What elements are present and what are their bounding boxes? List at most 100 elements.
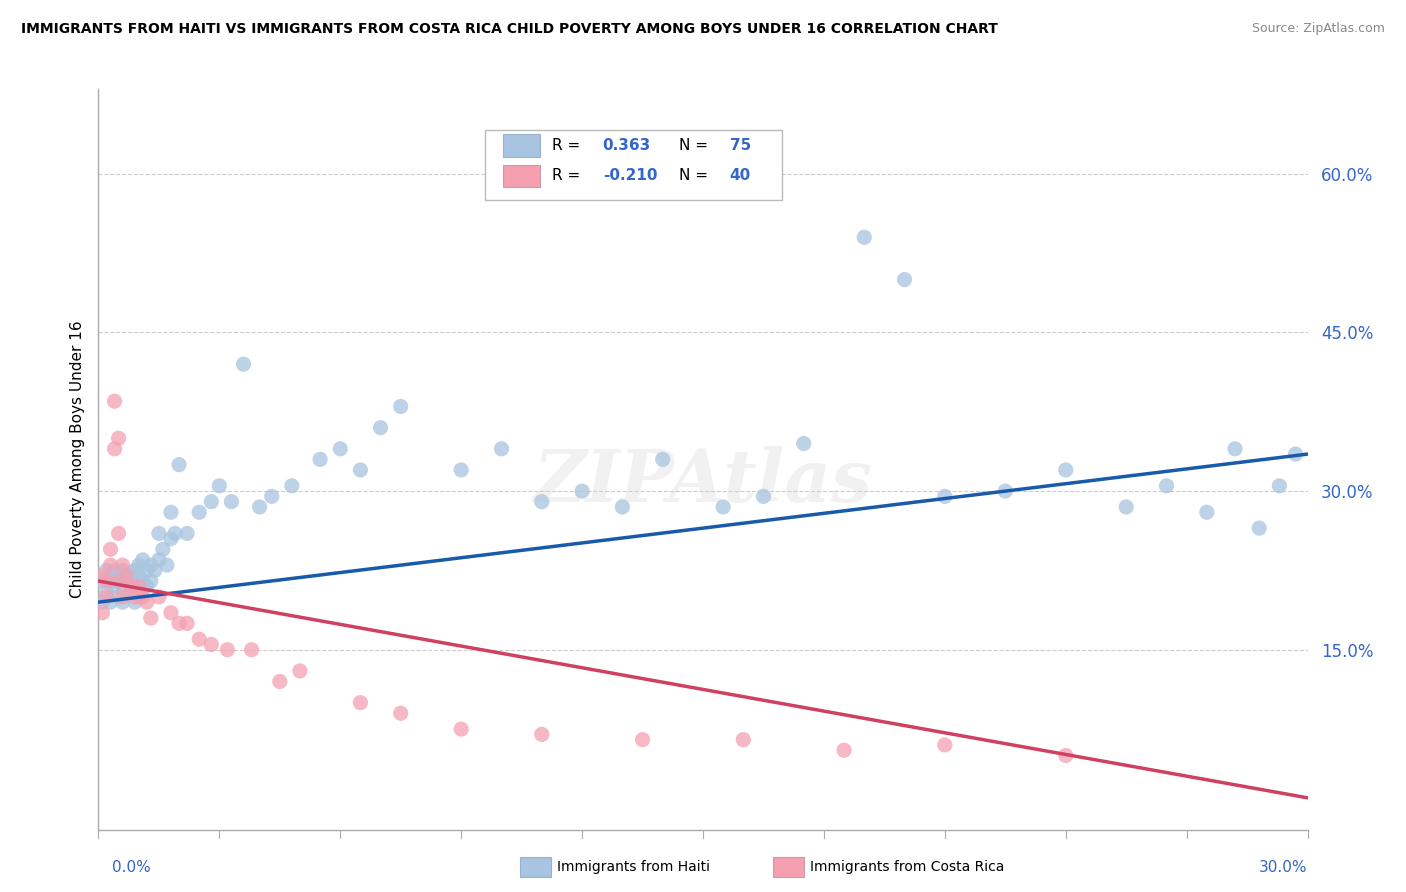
Point — [349, 696, 371, 710]
Point — [389, 706, 412, 721]
Point — [156, 558, 179, 573]
Point — [370, 420, 392, 434]
Point — [135, 579, 157, 593]
Point — [752, 490, 775, 504]
Point — [124, 595, 146, 609]
Point — [111, 595, 134, 609]
Point — [163, 526, 186, 541]
FancyBboxPatch shape — [485, 130, 782, 201]
Point — [1284, 447, 1306, 461]
Point — [103, 579, 125, 593]
Point — [1054, 463, 1077, 477]
Point — [160, 532, 183, 546]
Point — [329, 442, 352, 456]
Text: -0.210: -0.210 — [603, 169, 657, 184]
Point — [111, 564, 134, 578]
Point — [143, 564, 166, 578]
Point — [1156, 479, 1178, 493]
Point — [128, 579, 150, 593]
Point — [135, 564, 157, 578]
Point — [91, 574, 114, 588]
Point — [124, 590, 146, 604]
Point — [651, 452, 673, 467]
Point — [132, 574, 155, 588]
Text: 30.0%: 30.0% — [1260, 860, 1308, 874]
Point — [853, 230, 876, 244]
Point — [96, 584, 118, 599]
Point — [124, 579, 146, 593]
Point — [450, 463, 472, 477]
Point — [100, 542, 122, 557]
Point — [107, 526, 129, 541]
Point — [571, 484, 593, 499]
Point — [128, 558, 150, 573]
Point — [1249, 521, 1271, 535]
Point — [115, 574, 138, 588]
Point — [1195, 505, 1218, 519]
Point — [139, 558, 162, 573]
Point — [103, 394, 125, 409]
Point — [148, 526, 170, 541]
Text: Immigrants from Costa Rica: Immigrants from Costa Rica — [810, 860, 1004, 874]
Y-axis label: Child Poverty Among Boys Under 16: Child Poverty Among Boys Under 16 — [69, 320, 84, 599]
Point — [148, 590, 170, 604]
Point — [260, 490, 283, 504]
Point — [281, 479, 304, 493]
Bar — [503, 135, 540, 157]
Point — [128, 590, 150, 604]
Point — [269, 674, 291, 689]
Point — [530, 494, 553, 508]
Text: 0.363: 0.363 — [603, 138, 651, 153]
Point — [711, 500, 734, 514]
Text: N =: N = — [679, 138, 713, 153]
Point — [111, 579, 134, 593]
Point — [176, 616, 198, 631]
Text: IMMIGRANTS FROM HAITI VS IMMIGRANTS FROM COSTA RICA CHILD POVERTY AMONG BOYS UND: IMMIGRANTS FROM HAITI VS IMMIGRANTS FROM… — [21, 22, 998, 37]
Point — [1223, 442, 1246, 456]
Point — [107, 574, 129, 588]
Point — [103, 564, 125, 578]
Text: R =: R = — [551, 169, 585, 184]
Point — [103, 442, 125, 456]
Point — [128, 584, 150, 599]
Point — [111, 558, 134, 573]
Point — [96, 574, 118, 588]
Point — [111, 590, 134, 604]
Point — [530, 727, 553, 741]
Point — [450, 722, 472, 736]
Point — [128, 568, 150, 582]
Point — [491, 442, 513, 456]
Point — [217, 642, 239, 657]
Point — [91, 595, 114, 609]
Point — [96, 564, 118, 578]
Point — [115, 568, 138, 582]
Point — [176, 526, 198, 541]
Point — [167, 616, 190, 631]
Point — [389, 400, 412, 414]
Point — [200, 494, 222, 508]
Point — [160, 505, 183, 519]
Point — [152, 542, 174, 557]
Text: Source: ZipAtlas.com: Source: ZipAtlas.com — [1251, 22, 1385, 36]
Point — [107, 574, 129, 588]
Point — [167, 458, 190, 472]
Bar — [503, 165, 540, 187]
Text: 40: 40 — [730, 169, 751, 184]
Text: Immigrants from Haiti: Immigrants from Haiti — [557, 860, 710, 874]
Point — [91, 568, 114, 582]
Point — [120, 579, 142, 593]
Point — [188, 505, 211, 519]
Point — [100, 558, 122, 573]
Point — [208, 479, 231, 493]
Point — [100, 574, 122, 588]
Point — [188, 632, 211, 647]
Point — [132, 590, 155, 604]
Point — [115, 568, 138, 582]
Point — [135, 595, 157, 609]
Point — [832, 743, 855, 757]
Point — [232, 357, 254, 371]
Text: 75: 75 — [730, 138, 751, 153]
Point — [221, 494, 243, 508]
Point — [612, 500, 634, 514]
Point — [793, 436, 815, 450]
